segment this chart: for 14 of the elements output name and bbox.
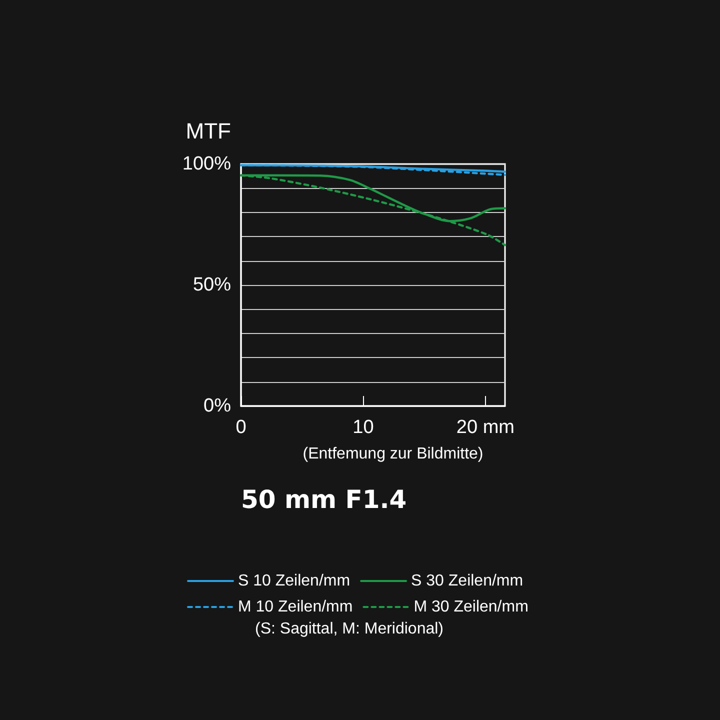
text: (S: Sagittal, M: Meridional): [255, 620, 444, 638]
legend-label: S 30 Zeilen/mm: [411, 572, 524, 590]
y-tick-label: 50%: [192, 274, 232, 296]
legend-label: S 10 Zeilen/mm: [238, 572, 350, 590]
x-tick-label: 10: [352, 417, 374, 438]
legend-label: M 10 Zeilen/mm: [238, 598, 353, 616]
x-tick-label: 0: [236, 417, 246, 438]
y-tick-label: 0%: [204, 396, 232, 416]
x-axis-title: (Entfemung zur Bildmitte): [302, 446, 484, 462]
legend-label: M 30 Zeilen/mm: [414, 598, 528, 616]
x-tick-label: 20 mm: [456, 417, 514, 438]
y-tick-label: 100%: [182, 154, 232, 174]
y-axis-title: MTF: [186, 118, 231, 144]
text: 50 mm F1.4: [241, 485, 407, 514]
